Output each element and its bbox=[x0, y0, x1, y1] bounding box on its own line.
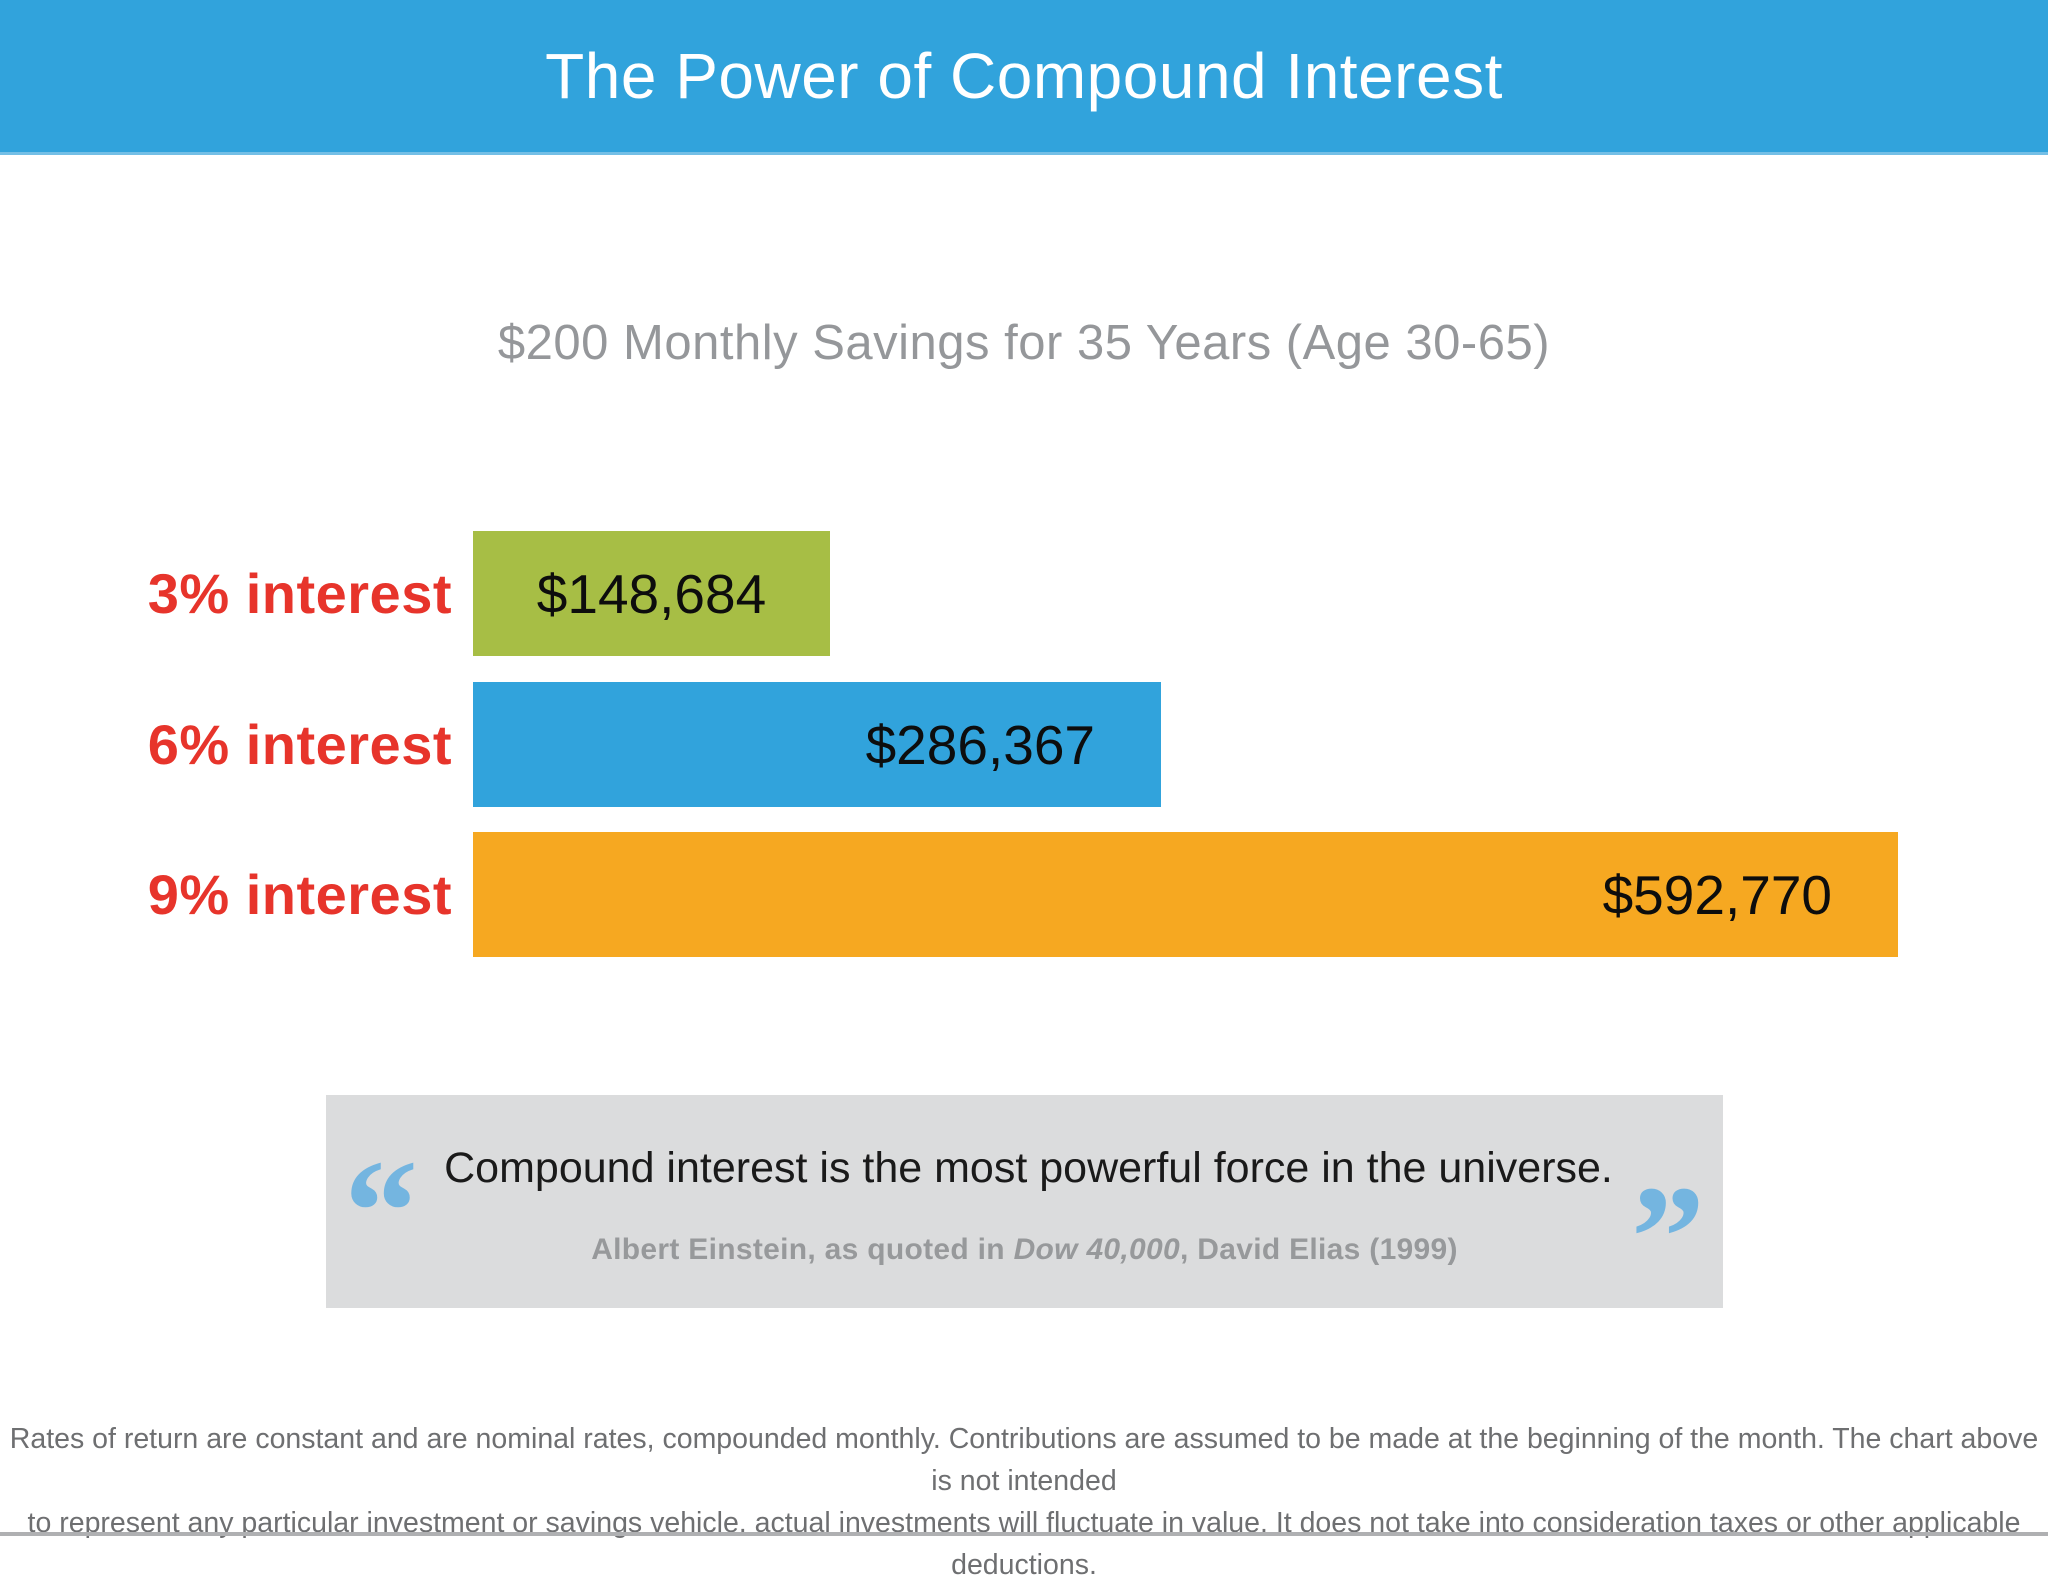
bar-value-label: $148,684 bbox=[536, 562, 767, 625]
attribution-book-title: Dow 40,000 bbox=[1013, 1233, 1180, 1266]
bar-category-label: 3% interest bbox=[147, 562, 452, 625]
bottom-divider bbox=[0, 1532, 2048, 1536]
header-banner: The Power of Compound Interest bbox=[0, 0, 2048, 155]
attribution-prefix: Albert Einstein, as quoted in bbox=[591, 1233, 1014, 1266]
bar-6-percent: $286,367 bbox=[473, 682, 1161, 807]
quote-box: “ Compound interest is the most powerful… bbox=[326, 1095, 1723, 1312]
bar-category-label: 9% interest bbox=[147, 863, 452, 926]
close-quote-icon: ” bbox=[1630, 1156, 1705, 1320]
bar-category-label: 6% interest bbox=[147, 713, 452, 776]
bar-3-percent: $148,684 bbox=[473, 531, 830, 656]
bar-row-9-percent: 9% interest $592,770 bbox=[0, 832, 2048, 957]
bar-row-6-percent: 6% interest $286,367 bbox=[0, 682, 2048, 807]
quote-text: Compound interest is the most powerful f… bbox=[444, 1144, 1613, 1192]
bar-value-label: $286,367 bbox=[865, 713, 1095, 776]
bar-9-percent: $592,770 bbox=[473, 832, 1898, 957]
page-title: The Power of Compound Interest bbox=[545, 40, 1503, 112]
disclaimer-line-1: Rates of return are constant and are nom… bbox=[9, 1423, 2039, 1497]
disclaimer-line-2: to represent any particular investment o… bbox=[27, 1507, 2021, 1581]
quote-attribution: Albert Einstein, as quoted in Dow 40,000… bbox=[326, 1233, 1723, 1267]
bar-row-3-percent: 3% interest $148,684 bbox=[0, 531, 2048, 656]
disclaimer-text: Rates of return are constant and are nom… bbox=[0, 1418, 2048, 1586]
bar-value-label: $592,770 bbox=[1602, 863, 1832, 926]
quote-line: “ Compound interest is the most powerful… bbox=[326, 1123, 1723, 1312]
attribution-suffix: , David Elias (1999) bbox=[1180, 1233, 1458, 1266]
chart-subtitle: $200 Monthly Savings for 35 Years (Age 3… bbox=[497, 316, 1551, 370]
